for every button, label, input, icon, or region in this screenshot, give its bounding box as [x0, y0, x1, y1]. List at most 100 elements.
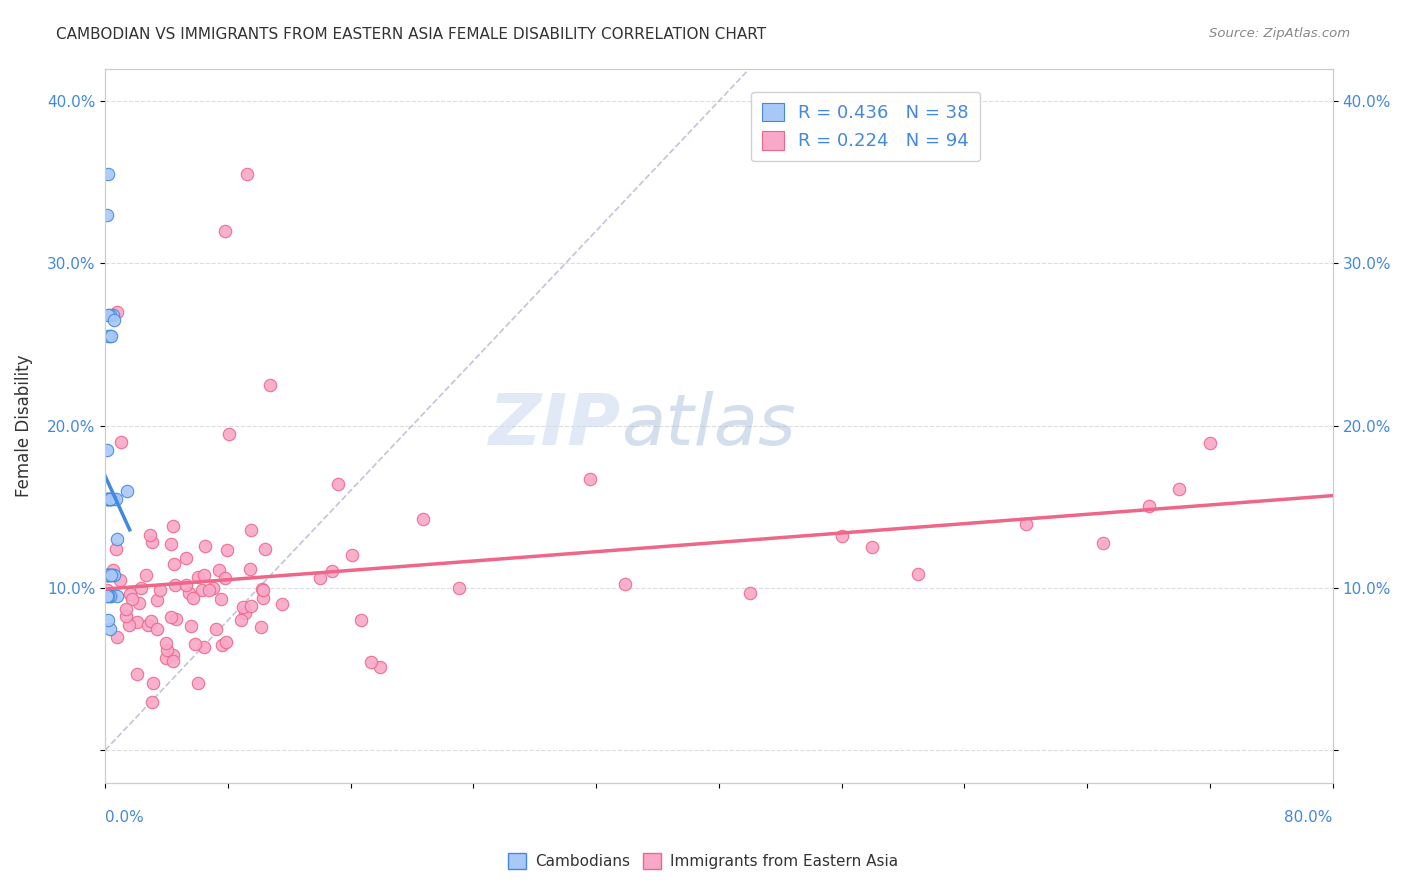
Point: [114, 602, 136, 616]
Point: [118, 618, 141, 632]
Point: [163, 558, 186, 572]
Point: [97, 589, 120, 603]
Point: [145, 623, 167, 637]
Point: [101, 563, 124, 577]
Point: [104, 541, 127, 556]
Point: [191, 582, 214, 597]
Text: Source: ZipAtlas.com: Source: ZipAtlas.com: [1209, 27, 1350, 40]
Point: [1015, 516, 1038, 531]
Point: [614, 576, 637, 591]
Point: [103, 568, 125, 582]
Point: [97, 491, 120, 506]
Point: [103, 313, 125, 327]
Point: [254, 541, 277, 556]
Point: [149, 582, 172, 597]
Point: [96, 568, 118, 582]
Point: [177, 585, 200, 599]
Point: [145, 592, 167, 607]
Point: [162, 519, 184, 533]
Point: [193, 640, 215, 654]
Point: [326, 476, 349, 491]
Point: [121, 592, 143, 607]
Point: [97, 167, 120, 181]
Point: [232, 600, 254, 615]
Point: [100, 329, 122, 343]
Point: [412, 512, 434, 526]
Point: [97, 491, 120, 506]
Point: [97, 308, 120, 322]
Point: [98, 491, 121, 506]
Point: [217, 542, 239, 557]
Point: [98, 491, 121, 506]
Point: [368, 660, 391, 674]
Point: [198, 583, 221, 598]
Point: [101, 491, 124, 506]
Point: [136, 618, 159, 632]
Point: [860, 541, 883, 555]
Point: [1137, 499, 1160, 513]
Text: ZIP: ZIP: [488, 391, 620, 460]
Point: [139, 614, 162, 628]
Point: [107, 630, 129, 644]
Point: [104, 491, 127, 506]
Point: [215, 634, 238, 648]
Point: [309, 571, 332, 585]
Point: [240, 524, 263, 538]
Point: [101, 308, 124, 322]
Point: [211, 638, 233, 652]
Point: [205, 622, 228, 636]
Point: [184, 637, 207, 651]
Point: [174, 550, 197, 565]
Point: [271, 598, 294, 612]
Point: [98, 308, 121, 322]
Point: [579, 473, 602, 487]
Point: [252, 582, 274, 597]
Point: [96, 491, 118, 506]
Point: [97, 614, 120, 628]
Point: [831, 529, 853, 543]
Point: [141, 694, 163, 708]
Point: [174, 578, 197, 592]
Point: [1168, 483, 1191, 497]
Legend: R = 0.436   N = 38, R = 0.224   N = 94: R = 0.436 N = 38, R = 0.224 N = 94: [751, 92, 980, 161]
Point: [98, 589, 121, 603]
Point: [125, 667, 148, 681]
Point: [125, 615, 148, 629]
Text: 80.0%: 80.0%: [1285, 810, 1333, 825]
Point: [360, 655, 382, 669]
Point: [96, 568, 118, 582]
Point: [160, 609, 183, 624]
Point: [218, 426, 240, 441]
Point: [105, 533, 128, 547]
Point: [96, 442, 118, 457]
Point: [449, 582, 471, 596]
Point: [108, 574, 131, 588]
Point: [135, 568, 157, 582]
Point: [129, 582, 152, 596]
Point: [229, 614, 252, 628]
Point: [105, 305, 128, 319]
Point: [100, 491, 122, 506]
Point: [1199, 436, 1222, 450]
Point: [100, 589, 122, 603]
Point: [162, 654, 184, 668]
Point: [181, 591, 204, 606]
Point: [250, 619, 273, 633]
Point: [180, 619, 202, 633]
Point: [155, 636, 177, 650]
Point: [214, 224, 236, 238]
Point: [252, 582, 274, 597]
Point: [98, 491, 121, 506]
Text: 0.0%: 0.0%: [105, 810, 143, 825]
Point: [98, 329, 121, 343]
Point: [235, 606, 257, 620]
Point: [138, 527, 160, 541]
Point: [187, 570, 209, 584]
Point: [193, 568, 215, 582]
Point: [162, 648, 184, 662]
Point: [1091, 536, 1114, 550]
Point: [96, 589, 118, 603]
Point: [96, 491, 118, 506]
Point: [100, 568, 122, 582]
Point: [141, 535, 163, 549]
